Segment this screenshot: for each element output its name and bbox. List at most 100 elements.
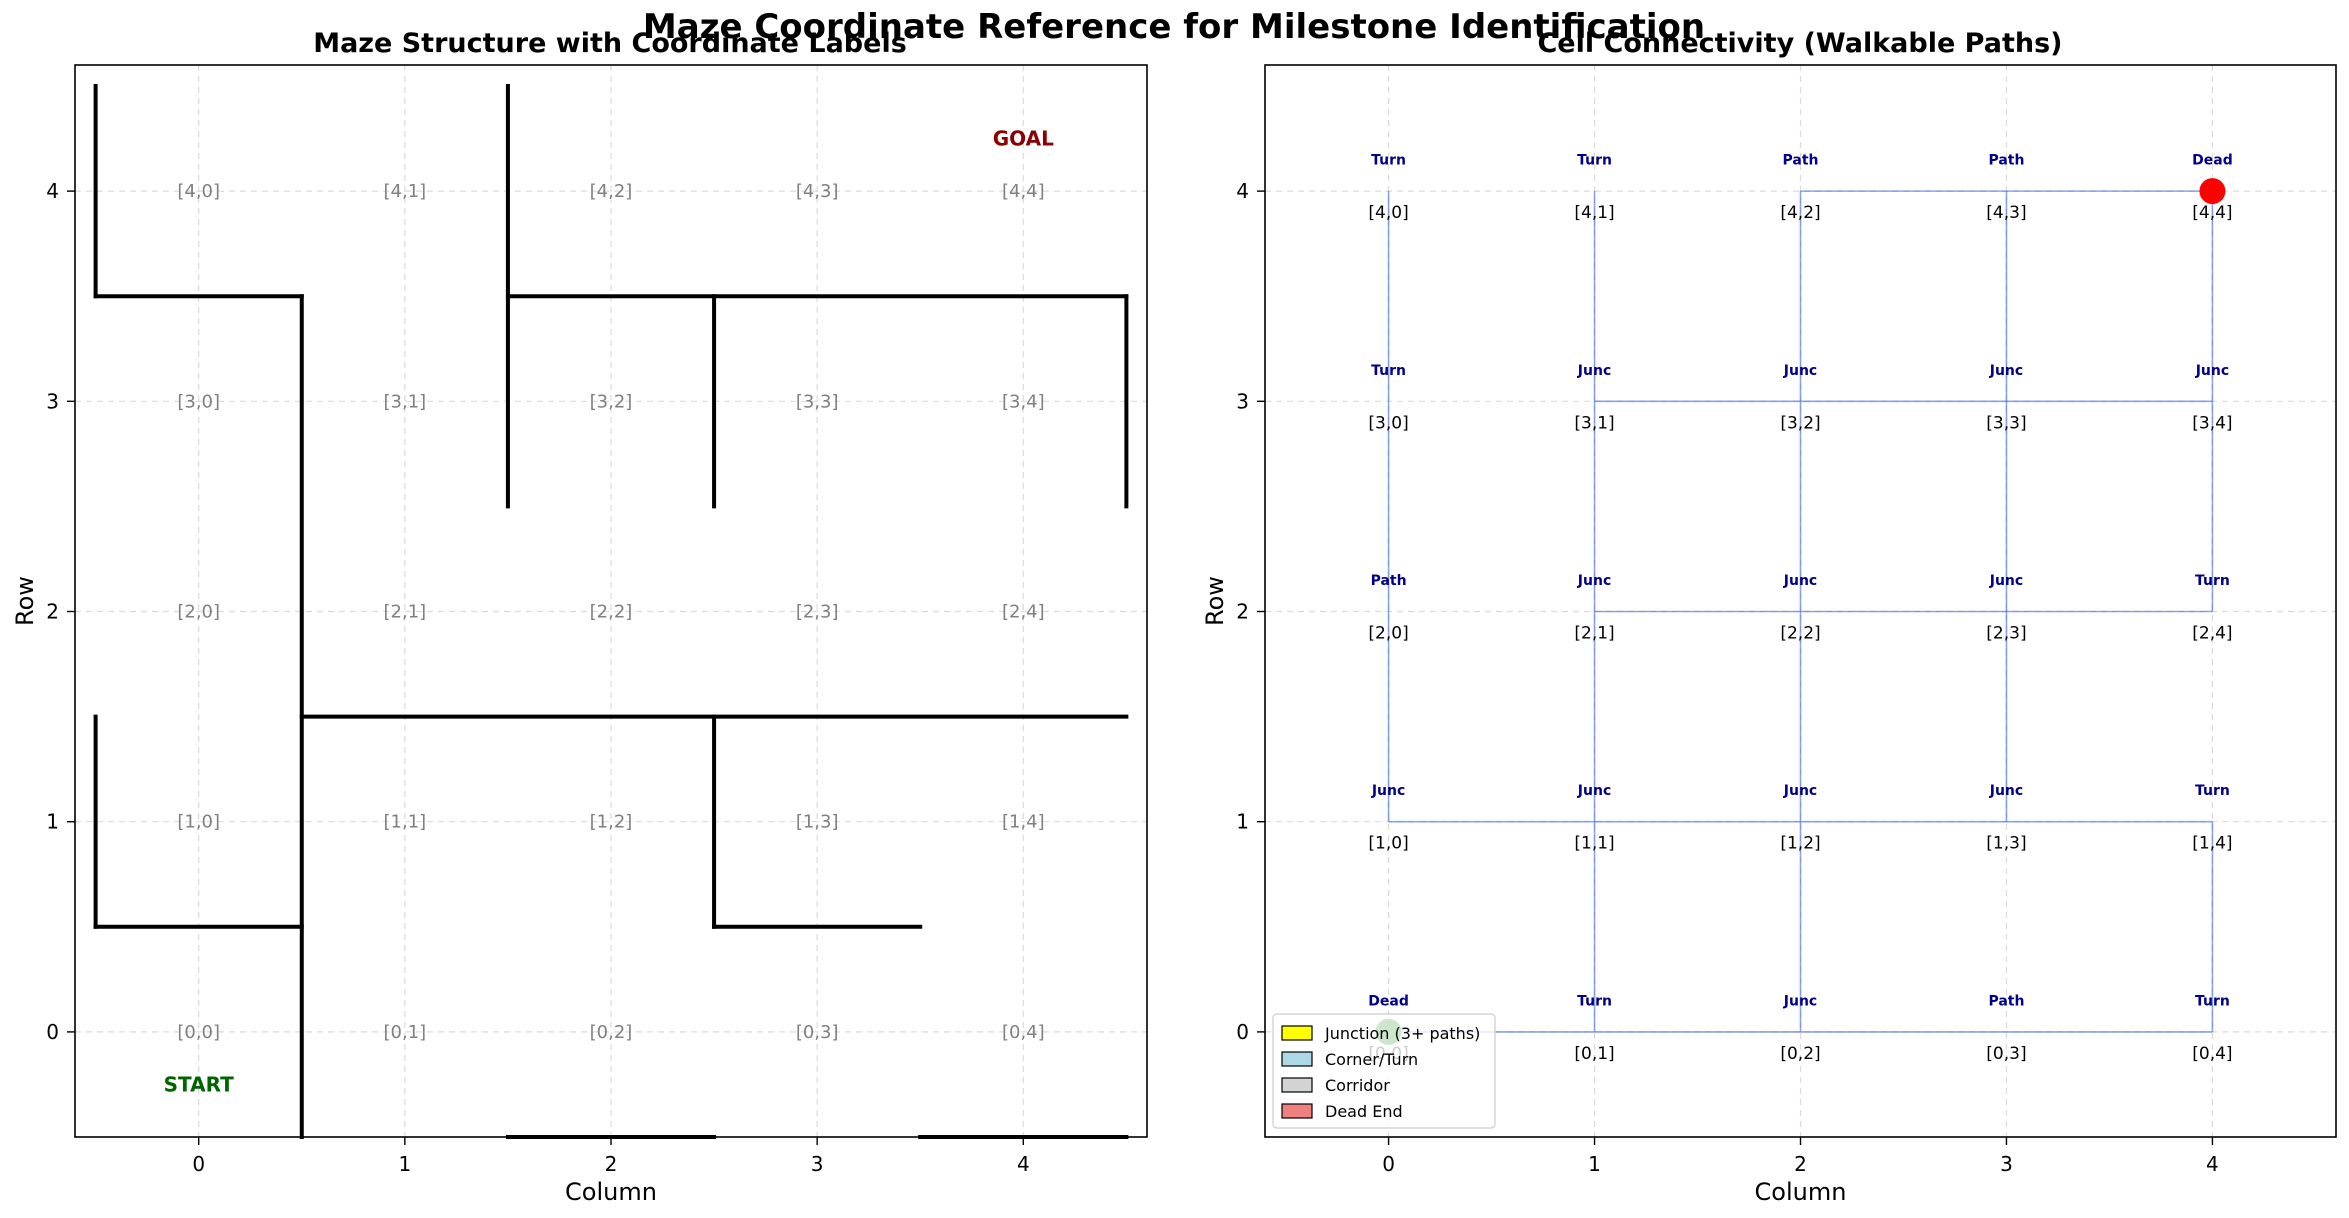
cell-type-label: Turn bbox=[1577, 993, 1612, 1009]
cell-coordinate-label: [4,2] bbox=[590, 181, 633, 202]
cell-coordinate-label: [4,2] bbox=[1780, 203, 1820, 223]
cell-type-label: Junc bbox=[1371, 783, 1405, 799]
cell-type-label: Turn bbox=[1371, 363, 1406, 379]
cell-coordinate-label: [4,0] bbox=[177, 181, 220, 202]
y-tick-label: 1 bbox=[46, 810, 59, 834]
y-tick-label: 1 bbox=[1236, 810, 1249, 834]
cell-coordinate-label: [3,0] bbox=[1368, 413, 1408, 433]
cell-coordinate-label: [2,2] bbox=[590, 602, 633, 623]
cell-type-label: Junc bbox=[2195, 363, 2229, 379]
legend: Junction (3+ paths) Corner/Turn Corridor De… bbox=[1272, 1013, 1496, 1129]
y-axis-label: Row bbox=[1201, 576, 1229, 626]
x-tick-label: 3 bbox=[811, 1152, 824, 1176]
cell-coordinate-label: [3,1] bbox=[384, 391, 427, 412]
cell-coordinate-label: [3,3] bbox=[796, 391, 839, 412]
right-chart-title: Cell Connectivity (Walkable Paths) bbox=[1537, 28, 2062, 59]
x-tick-label: 1 bbox=[1588, 1152, 1601, 1176]
y-tick-label: 2 bbox=[1236, 600, 1249, 624]
cell-coordinate-label: [1,2] bbox=[1780, 834, 1820, 854]
legend-label: Dead End bbox=[1325, 1102, 1403, 1121]
cell-coordinate-label: [2,1] bbox=[1574, 624, 1614, 644]
cell-coordinate-label: [1,1] bbox=[1574, 834, 1614, 854]
cell-coordinate-label: [1,0] bbox=[177, 812, 220, 833]
cell-type-label: Turn bbox=[2195, 783, 2230, 799]
cell-coordinate-label: [4,1] bbox=[384, 181, 427, 202]
cell-coordinate-label: [4,1] bbox=[1574, 203, 1614, 223]
cell-type-label: Turn bbox=[1577, 153, 1612, 169]
cell-coordinate-label: [0,1] bbox=[1574, 1044, 1614, 1064]
cell-coordinate-label: [4,3] bbox=[1986, 203, 2026, 223]
cell-type-label: Junc bbox=[1783, 363, 1817, 379]
cell-type-label: Path bbox=[1988, 993, 2024, 1009]
goal-marker bbox=[2199, 178, 2226, 205]
cell-type-label: Junc bbox=[1989, 783, 2023, 799]
cell-type-label: Path bbox=[1783, 153, 1819, 169]
cell-connectivity-plot: [0,0]Dead[0,1]Turn[0,2]Junc[0,3]Path[0,4… bbox=[1201, 64, 2337, 1206]
left-chart-title: Maze Structure with Coordinate Labels bbox=[313, 28, 907, 59]
cell-coordinate-label: [1,4] bbox=[1002, 812, 1045, 833]
cell-coordinate-label: [2,0] bbox=[1368, 624, 1408, 644]
y-tick-label: 4 bbox=[1236, 179, 1249, 203]
figure-suptitle: Maze Coordinate Reference for Milestone … bbox=[643, 7, 1705, 47]
cell-coordinate-label: [0,4] bbox=[2192, 1044, 2232, 1064]
x-tick-label: 4 bbox=[1017, 1152, 1030, 1176]
cell-coordinate-label: [0,4] bbox=[1002, 1022, 1045, 1043]
cell-coordinate-label: [3,1] bbox=[1574, 413, 1614, 433]
cell-type-label: Junc bbox=[1577, 363, 1611, 379]
cell-type-label: Junc bbox=[1989, 573, 2023, 589]
cell-type-label: Junc bbox=[1577, 783, 1611, 799]
cell-coordinate-label: [3,2] bbox=[590, 391, 633, 412]
cell-type-label: Junc bbox=[1783, 993, 1817, 1009]
x-tick-label: 3 bbox=[2000, 1152, 2013, 1176]
cell-type-label: Turn bbox=[1371, 153, 1406, 169]
cell-coordinate-label: [4,3] bbox=[796, 181, 839, 202]
y-tick-label: 3 bbox=[1236, 389, 1249, 413]
cell-type-label: Path bbox=[1371, 573, 1407, 589]
y-tick-label: 4 bbox=[46, 179, 59, 203]
cell-coordinate-label: [3,0] bbox=[177, 391, 220, 412]
legend-label: Corridor bbox=[1325, 1076, 1390, 1095]
cell-coordinate-label: [3,3] bbox=[1986, 413, 2026, 433]
cell-coordinate-label: [2,2] bbox=[1780, 624, 1820, 644]
cell-type-label: Junc bbox=[1783, 783, 1817, 799]
cell-coordinate-label: [0,2] bbox=[1780, 1044, 1820, 1064]
cell-type-label: Dead bbox=[1368, 993, 1409, 1009]
legend-label: Corner/Turn bbox=[1325, 1050, 1418, 1069]
x-tick-label: 4 bbox=[2206, 1152, 2219, 1176]
legend-swatch bbox=[1281, 1103, 1313, 1119]
x-axis-label: Column bbox=[1755, 1178, 1847, 1206]
cell-coordinate-label: [4,0] bbox=[1368, 203, 1408, 223]
goal-label: GOAL bbox=[993, 127, 1054, 151]
x-tick-label: 1 bbox=[398, 1152, 411, 1176]
cell-coordinate-label: [0,3] bbox=[796, 1022, 839, 1043]
y-tick-label: 2 bbox=[46, 600, 59, 624]
cell-coordinate-label: [0,3] bbox=[1986, 1044, 2026, 1064]
cell-type-label: Junc bbox=[1783, 573, 1817, 589]
cell-coordinate-label: [0,2] bbox=[590, 1022, 633, 1043]
legend-swatch bbox=[1281, 1051, 1313, 1067]
cell-coordinate-label: [2,4] bbox=[1002, 602, 1045, 623]
legend-box bbox=[1272, 1013, 1496, 1129]
y-tick-label: 0 bbox=[46, 1020, 59, 1044]
legend-swatch bbox=[1281, 1025, 1313, 1041]
cell-coordinate-label: [1,2] bbox=[590, 812, 633, 833]
cell-type-label: Junc bbox=[1989, 363, 2023, 379]
cell-coordinate-label: [3,2] bbox=[1780, 413, 1820, 433]
x-tick-label: 0 bbox=[192, 1152, 205, 1176]
cell-coordinate-label: [1,3] bbox=[1986, 834, 2026, 854]
x-tick-label: 2 bbox=[605, 1152, 618, 1176]
cell-type-label: Turn bbox=[2195, 993, 2230, 1009]
cell-type-label: Dead bbox=[2192, 153, 2233, 169]
start-label: START bbox=[164, 1072, 234, 1096]
cell-coordinate-label: [2,3] bbox=[1986, 624, 2026, 644]
x-tick-label: 2 bbox=[1794, 1152, 1807, 1176]
cell-coordinate-label: [1,0] bbox=[1368, 834, 1408, 854]
cell-coordinate-label: [2,3] bbox=[796, 602, 839, 623]
cell-coordinate-label: [0,0] bbox=[177, 1022, 220, 1043]
y-tick-label: 3 bbox=[46, 389, 59, 413]
cell-coordinate-label: [1,3] bbox=[796, 812, 839, 833]
cell-coordinate-label: [2,0] bbox=[177, 602, 220, 623]
cell-coordinate-label: [1,4] bbox=[2192, 834, 2232, 854]
cell-coordinate-label: [3,4] bbox=[1002, 391, 1045, 412]
cell-coordinate-label: [0,1] bbox=[384, 1022, 427, 1043]
